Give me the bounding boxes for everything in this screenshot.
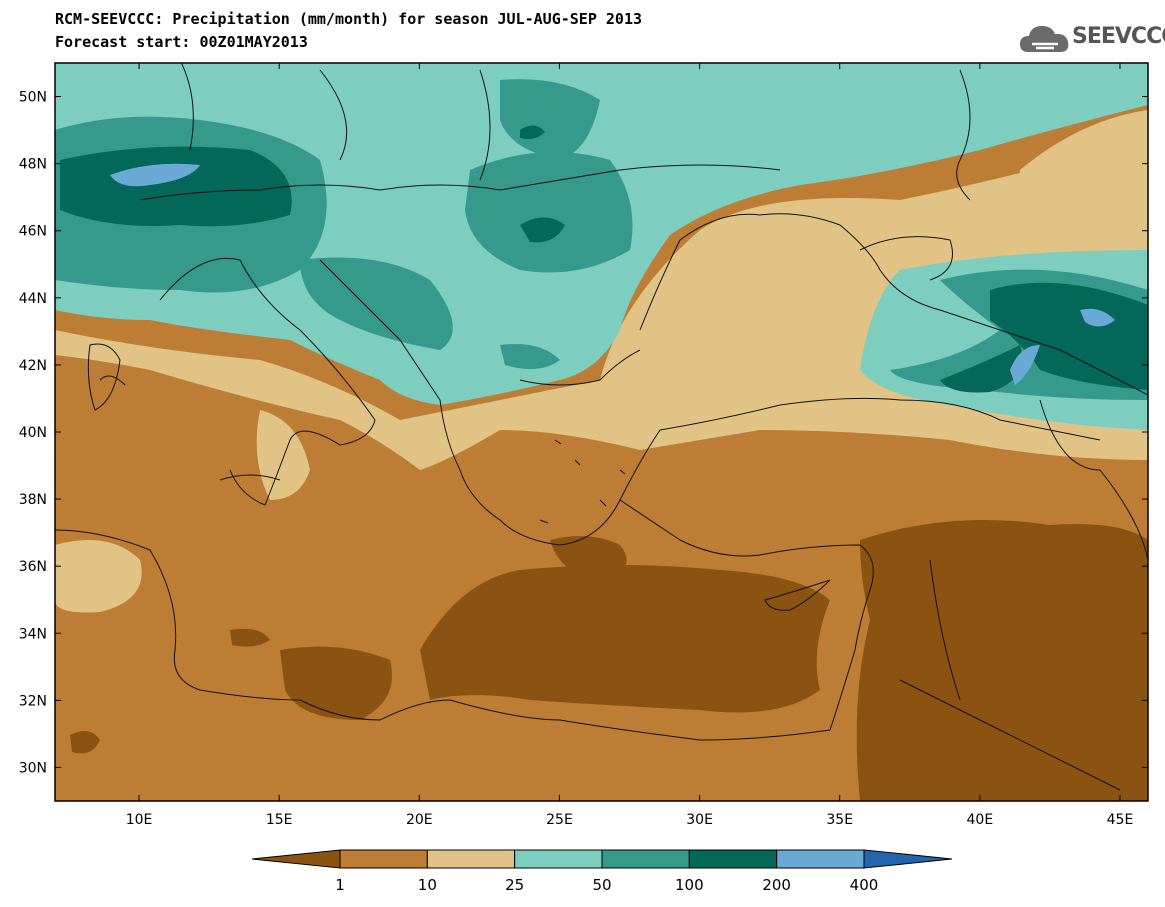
map-title: RCM-SEEVCCC: Precipitation (mm/month) fo… [55, 10, 642, 28]
colorbar-box [601, 849, 690, 869]
lon-tick-label: 15E [266, 812, 293, 828]
logo-text: SEEVCCC [1072, 24, 1165, 49]
lat-tick-label: 30N [19, 760, 47, 776]
lon-tick-label: 20E [406, 812, 433, 828]
colorbar-label: 50 [592, 876, 611, 894]
forecast-start-subtitle: Forecast start: 00Z01MAY2013 [55, 33, 308, 51]
colorbar-box [776, 849, 865, 869]
colorbar-label: 100 [675, 876, 704, 894]
cloud-logo-icon [1020, 26, 1069, 52]
colorbar-label: 400 [850, 876, 879, 894]
colorbar-label: 1 [335, 876, 345, 894]
colorbar: 1 10 25 50 100 200 400 [251, 849, 953, 894]
lon-tick-label: 40E [967, 812, 994, 828]
colorbar-label: 10 [418, 876, 437, 894]
lon-tick-label: 35E [826, 812, 853, 828]
colorbar-box [426, 849, 516, 869]
lon-tick-label: 10E [126, 812, 153, 828]
lat-tick-label: 42N [19, 358, 47, 374]
lat-tick-label: 34N [19, 626, 47, 642]
lon-tick-label: 30E [686, 812, 713, 828]
precipitation-field [55, 63, 1148, 801]
lat-tick-label: 44N [19, 291, 47, 307]
colorbar-label: 200 [762, 876, 791, 894]
colorbar-label: 25 [505, 876, 524, 894]
colorbar-upper-extension [863, 849, 953, 869]
colorbar-lower-extension [251, 849, 341, 869]
lon-tick-label: 25E [546, 812, 573, 828]
lat-tick-label: 46N [19, 224, 47, 240]
lat-tick-label: 40N [19, 425, 47, 441]
latitude-axis: 50N 48N 46N 44N 42N 40N 38N 36N 34N 32N 30N [19, 90, 1148, 776]
colorbar-box [688, 849, 778, 869]
lat-tick-label: 32N [19, 693, 47, 709]
lat-tick-label: 48N [19, 157, 47, 173]
coastlines [55, 63, 1148, 791]
lat-tick-label: 36N [19, 559, 47, 575]
lat-tick-label: 38N [19, 492, 47, 508]
longitude-axis: 10E 15E 20E 25E 30E 35E 40E 45E [126, 63, 1134, 828]
colorbar-box [514, 849, 603, 869]
colorbar-box [339, 849, 428, 869]
lat-tick-label: 50N [19, 90, 47, 106]
lon-tick-label: 45E [1107, 812, 1134, 828]
